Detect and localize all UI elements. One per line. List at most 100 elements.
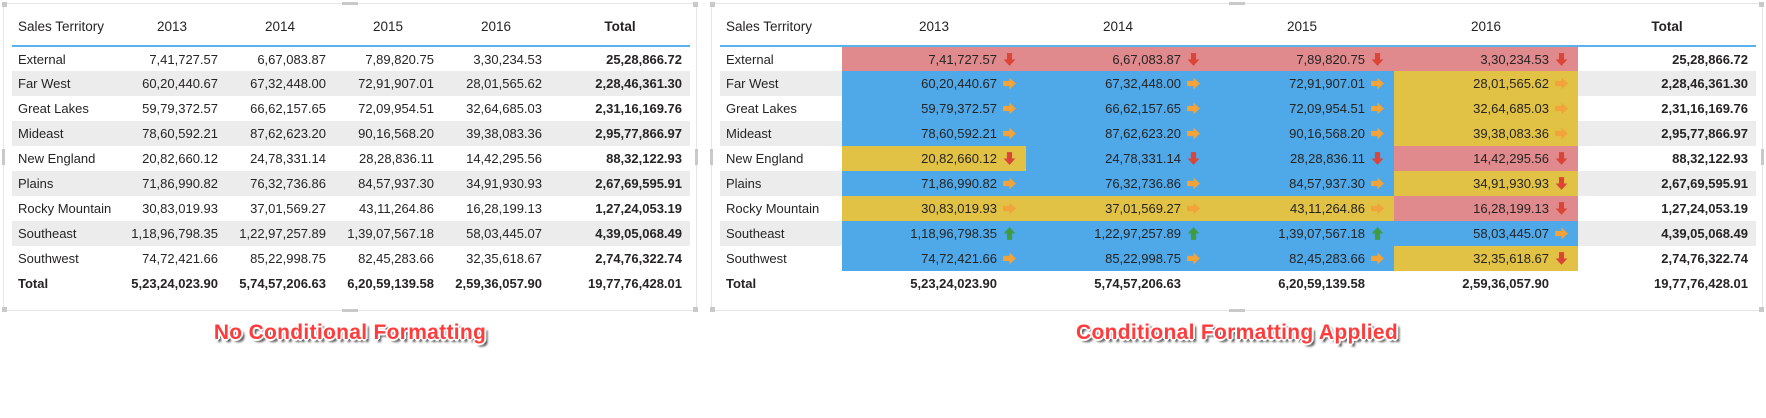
column-header-sales-territory[interactable]: Sales Territory (12, 8, 118, 47)
row-header[interactable]: New England (18, 151, 96, 166)
row-header[interactable]: Rocky Mountain (726, 201, 820, 216)
resize-handle-bottom-left[interactable] (710, 307, 715, 312)
row-header[interactable]: Far West (720, 71, 842, 96)
row-total-cell[interactable]: 88,32,122.93 (606, 151, 682, 166)
resize-handle-left[interactable] (2, 149, 5, 165)
value-cell[interactable]: 74,72,421.66 (142, 251, 218, 266)
total-row-header[interactable]: Total (18, 276, 49, 291)
row-header[interactable]: External (726, 51, 774, 67)
value-cell[interactable]: 1,18,96,798.35 (842, 221, 1026, 246)
value-cell[interactable]: 28,28,836.11 (359, 151, 434, 166)
resize-handle-top[interactable] (1229, 2, 1245, 5)
column-header-sales-territory[interactable]: Sales Territory (720, 8, 842, 47)
column-header-2014[interactable]: 2014 (226, 8, 334, 47)
value-cell[interactable]: 66,62,157.65 (250, 101, 326, 116)
column-header-2014[interactable]: 2014 (1026, 8, 1210, 47)
row-header[interactable]: External (18, 51, 66, 67)
row-header[interactable]: Great Lakes (18, 101, 89, 116)
column-total-cell[interactable]: 5,23,24,023.90 (910, 276, 997, 291)
value-cell[interactable]: 72,91,907.01 (334, 71, 442, 96)
value-cell[interactable]: 28,28,836.11 (1210, 146, 1394, 171)
column-total-cell[interactable]: 6,20,59,139.58 (347, 276, 434, 291)
row-header[interactable]: Mideast (12, 121, 118, 146)
value-cell[interactable]: 87,62,623.20 (1026, 121, 1210, 146)
row-total-cell[interactable]: 2,31,16,169.76 (1661, 101, 1748, 116)
column-total-cell[interactable]: 5,74,57,206.63 (1094, 276, 1181, 291)
row-header[interactable]: Plains (12, 171, 118, 196)
value-cell[interactable]: 1,22,97,257.89 (226, 221, 334, 246)
row-header[interactable]: Far West (12, 71, 118, 96)
resize-handle-right[interactable] (1761, 149, 1764, 165)
resize-handle-bottom[interactable] (342, 309, 358, 312)
resize-handle-top-left[interactable] (710, 2, 715, 7)
value-cell[interactable]: 76,32,736.86 (1026, 171, 1210, 196)
value-cell[interactable]: 71,86,990.82 (118, 171, 226, 196)
row-header[interactable]: New England (726, 151, 804, 166)
value-cell[interactable]: 1,39,07,567.18 (334, 221, 442, 246)
value-cell[interactable]: 7,41,727.57 (149, 51, 218, 67)
resize-handle-top-right[interactable] (1759, 2, 1764, 7)
column-header-2016[interactable]: 2016 (442, 8, 550, 47)
value-cell[interactable]: 87,62,623.20 (226, 121, 334, 146)
value-cell[interactable]: 3,30,234.53 (1394, 46, 1578, 71)
row-header[interactable]: Mideast (720, 121, 842, 146)
row-total-cell[interactable]: 2,74,76,322.74 (595, 251, 682, 266)
value-cell[interactable]: 7,41,727.57 (842, 46, 1026, 71)
column-total-cell[interactable]: 2,59,36,057.90 (1462, 276, 1549, 291)
row-total-cell[interactable]: 1,27,24,053.19 (1661, 201, 1748, 216)
value-cell[interactable]: 39,38,083.36 (1394, 121, 1578, 146)
value-cell[interactable]: 78,60,592.21 (118, 121, 226, 146)
row-total-cell[interactable]: 4,39,05,068.49 (550, 221, 690, 246)
value-cell[interactable]: 84,57,937.30 (334, 171, 442, 196)
row-total-cell[interactable]: 25,28,866.72 (1672, 51, 1748, 67)
column-header-total[interactable]: Total (1578, 8, 1756, 47)
grand-total-cell[interactable]: 19,77,76,428.01 (1654, 276, 1748, 291)
value-cell[interactable]: 74,72,421.66 (842, 246, 1026, 271)
value-cell[interactable]: 71,86,990.82 (842, 171, 1026, 196)
resize-handle-top[interactable] (342, 2, 358, 5)
value-cell[interactable]: 14,42,295.56 (1394, 146, 1578, 171)
value-cell[interactable]: 32,64,685.03 (1394, 96, 1578, 121)
resize-handle-top-left[interactable] (2, 2, 7, 7)
total-row-header[interactable]: Total (726, 276, 757, 291)
value-cell[interactable]: 78,60,592.21 (842, 121, 1026, 146)
row-total-cell[interactable]: 2,67,69,595.91 (550, 171, 690, 196)
column-header-2016[interactable]: 2016 (1394, 8, 1578, 47)
row-header[interactable]: Rocky Mountain (18, 201, 112, 216)
value-cell[interactable]: 72,91,907.01 (1210, 71, 1394, 96)
value-cell[interactable]: 7,89,820.75 (365, 51, 434, 67)
value-cell[interactable]: 43,11,264.86 (1210, 196, 1394, 221)
value-cell[interactable]: 20,82,660.12 (842, 146, 1026, 171)
resize-handle-bottom-left[interactable] (2, 307, 7, 312)
column-total-cell[interactable]: 5,23,24,023.90 (131, 276, 218, 291)
value-cell[interactable]: 24,78,331.14 (1026, 146, 1210, 171)
value-cell[interactable]: 59,79,372.57 (842, 96, 1026, 121)
value-cell[interactable]: 60,20,440.67 (842, 71, 1026, 96)
value-cell[interactable]: 60,20,440.67 (118, 71, 226, 96)
value-cell[interactable]: 24,78,331.14 (250, 151, 326, 166)
value-cell[interactable]: 30,83,019.93 (842, 196, 1026, 221)
resize-handle-bottom-right[interactable] (1759, 307, 1764, 312)
value-cell[interactable]: 37,01,569.27 (250, 201, 326, 216)
column-total-cell[interactable]: 5,74,57,206.63 (239, 276, 326, 291)
value-cell[interactable]: 39,38,083.36 (442, 121, 550, 146)
value-cell[interactable]: 32,35,618.67 (466, 251, 542, 266)
row-total-cell[interactable]: 2,95,77,866.97 (550, 121, 690, 146)
value-cell[interactable]: 6,67,083.87 (1026, 46, 1210, 71)
row-total-cell[interactable]: 2,28,46,361.30 (1578, 71, 1756, 96)
value-cell[interactable]: 85,22,998.75 (250, 251, 326, 266)
row-total-cell[interactable]: 1,27,24,053.19 (595, 201, 682, 216)
row-total-cell[interactable]: 2,74,76,322.74 (1661, 251, 1748, 266)
value-cell[interactable]: 30,83,019.93 (142, 201, 218, 216)
value-cell[interactable]: 7,89,820.75 (1210, 46, 1394, 71)
value-cell[interactable]: 34,91,930.93 (1394, 171, 1578, 196)
column-header-2013[interactable]: 2013 (118, 8, 226, 47)
value-cell[interactable]: 28,01,565.62 (1394, 71, 1578, 96)
value-cell[interactable]: 72,09,954.51 (358, 101, 434, 116)
value-cell[interactable]: 59,79,372.57 (142, 101, 218, 116)
value-cell[interactable]: 66,62,157.65 (1026, 96, 1210, 121)
value-cell[interactable]: 90,16,568.20 (334, 121, 442, 146)
row-header[interactable]: Southwest (18, 251, 79, 266)
value-cell[interactable]: 82,45,283.66 (1210, 246, 1394, 271)
resize-handle-right[interactable] (695, 149, 698, 165)
